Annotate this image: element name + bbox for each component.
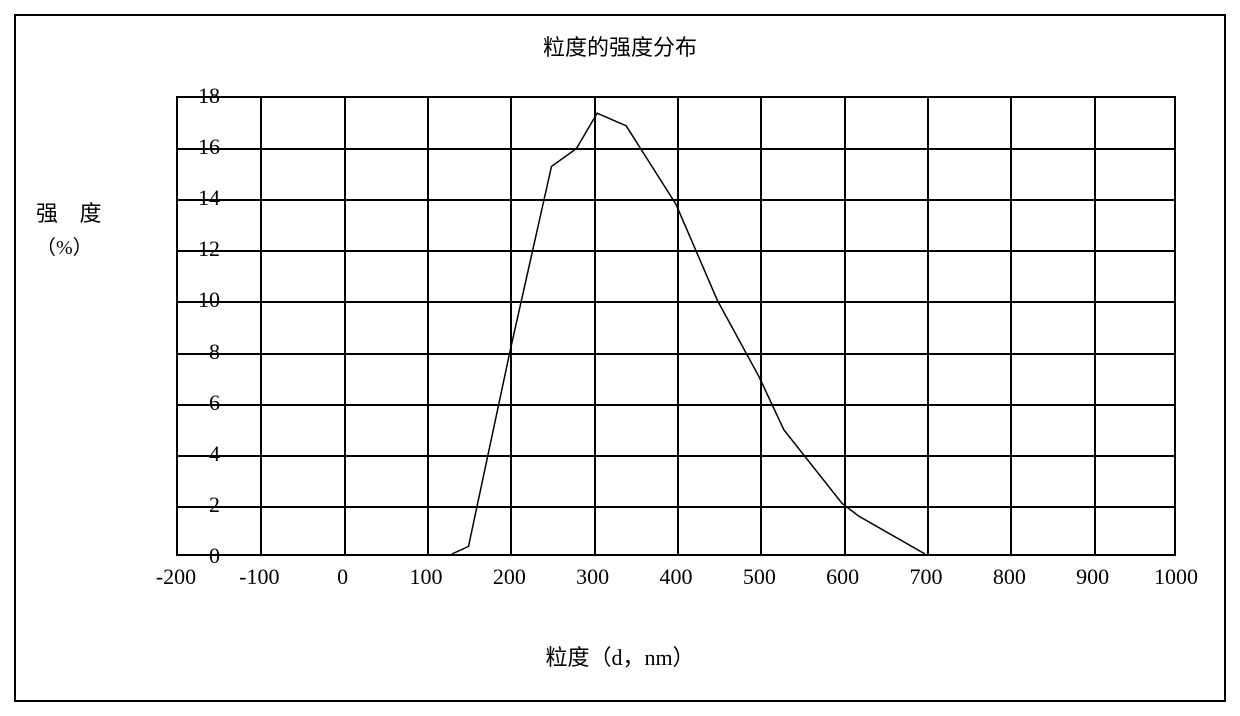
grid-line-horizontal xyxy=(178,199,1174,201)
y-axis-label: 强 度 xyxy=(36,196,110,228)
outer-frame: 粒度的强度分布 强 度 （%） 0 2 4 6 8 10 12 14 16 18 -200 -100… xyxy=(14,14,1226,702)
x-tick-label: 500 xyxy=(743,564,776,590)
x-tick-label: 400 xyxy=(660,564,693,590)
grid-line-horizontal xyxy=(178,301,1174,303)
grid-line-vertical xyxy=(594,98,596,554)
x-tick-label: -100 xyxy=(239,564,279,590)
y-tick-label: 2 xyxy=(180,492,220,518)
grid-line-vertical xyxy=(1010,98,1012,554)
x-tick-label: 900 xyxy=(1076,564,1109,590)
x-tick-label: -200 xyxy=(156,564,196,590)
y-tick-label: 4 xyxy=(180,441,220,467)
grid-line-horizontal xyxy=(178,148,1174,150)
y-tick-label: 10 xyxy=(180,287,220,313)
x-tick-label: 0 xyxy=(337,564,348,590)
chart-title: 粒度的强度分布 xyxy=(16,30,1224,62)
x-tick-label: 700 xyxy=(910,564,943,590)
grid-line-vertical xyxy=(1094,98,1096,554)
x-tick-label: 800 xyxy=(993,564,1026,590)
y-tick-label: 12 xyxy=(180,236,220,262)
y-tick-label: 14 xyxy=(180,185,220,211)
x-tick-label: 100 xyxy=(410,564,443,590)
x-axis-label: 粒度（d，nm） xyxy=(16,640,1224,672)
grid-line-vertical xyxy=(510,98,512,554)
grid-line-horizontal xyxy=(178,404,1174,406)
grid-line-vertical xyxy=(844,98,846,554)
grid-line-vertical xyxy=(344,98,346,554)
y-axis-unit: （%） xyxy=(36,231,93,260)
x-tick-label: 200 xyxy=(493,564,526,590)
y-tick-label: 8 xyxy=(180,339,220,365)
grid-line-horizontal xyxy=(178,455,1174,457)
grid-line-vertical xyxy=(677,98,679,554)
y-tick-label: 18 xyxy=(180,83,220,109)
y-tick-label: 6 xyxy=(180,390,220,416)
x-tick-label: 600 xyxy=(826,564,859,590)
grid-line-vertical xyxy=(760,98,762,554)
y-tick-label: 16 xyxy=(180,134,220,160)
grid-line-horizontal xyxy=(178,353,1174,355)
plot-area xyxy=(176,96,1176,556)
grid-line-vertical xyxy=(427,98,429,554)
grid-line-horizontal xyxy=(178,506,1174,508)
data-polyline xyxy=(178,98,1174,554)
grid-line-vertical xyxy=(927,98,929,554)
x-tick-label: 1000 xyxy=(1154,564,1198,590)
x-tick-label: 300 xyxy=(576,564,609,590)
grid-line-vertical xyxy=(260,98,262,554)
grid-line-horizontal xyxy=(178,250,1174,252)
